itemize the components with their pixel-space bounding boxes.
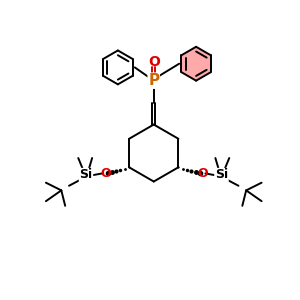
Text: O: O [148, 55, 160, 69]
Text: O: O [197, 167, 208, 180]
Text: Si: Si [80, 169, 92, 182]
Text: Si: Si [215, 169, 228, 182]
Text: P: P [148, 73, 159, 88]
Polygon shape [182, 47, 211, 81]
Text: O: O [100, 167, 110, 180]
